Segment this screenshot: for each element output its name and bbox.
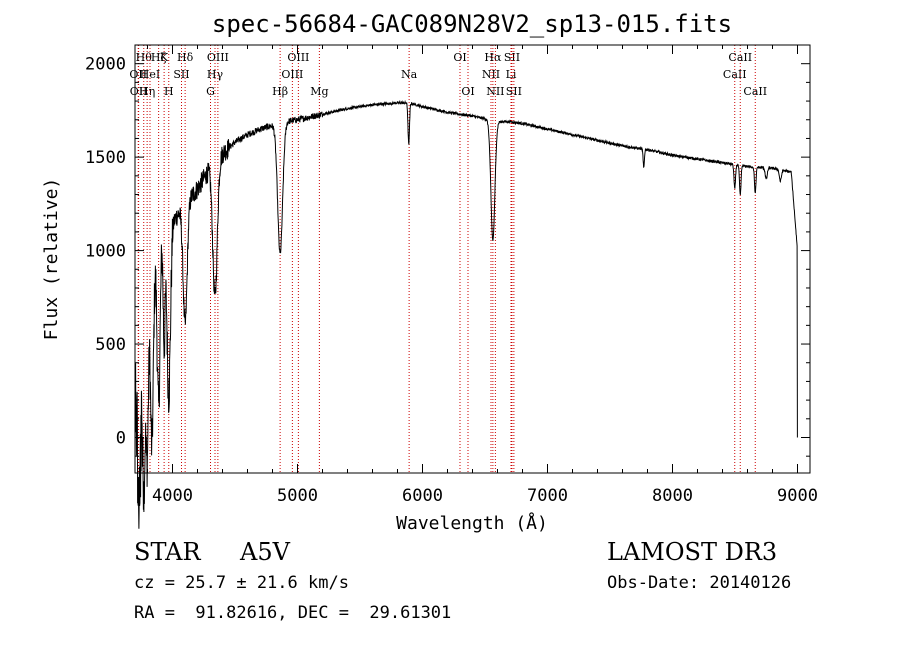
line-marker-label: Hδ	[177, 51, 194, 64]
line-marker-label: Na	[401, 68, 418, 81]
redshift-cz: cz = 25.7 ± 21.6 km/s	[134, 573, 349, 593]
spectrum-line	[135, 99, 798, 529]
line-marker-label: OI	[453, 51, 466, 64]
line-marker-label: H	[164, 85, 174, 98]
line-marker-label: OII	[129, 68, 147, 81]
line-marker-label: K	[160, 51, 169, 64]
line-marker-label: Hη	[139, 85, 155, 98]
chart-title: spec-56684-GAC089N28V2_sp13-015.fits	[212, 10, 732, 38]
x-axis-ticks: 4000 5000 6000 7000 8000 9000	[147, 45, 818, 506]
y-tick-label: 0	[116, 428, 126, 448]
line-marker-label: CaII	[728, 51, 752, 64]
line-marker-label: NII	[486, 85, 504, 98]
line-marker-label: HeI	[140, 68, 160, 81]
x-axis-label: Wavelength (Å)	[396, 512, 548, 534]
line-marker-label: OII	[130, 85, 148, 98]
object-class: STAR	[134, 538, 201, 566]
line-marker-label: Hγ	[207, 68, 224, 81]
x-tick-label: 8000	[652, 486, 693, 506]
line-marker-label: Li	[506, 68, 517, 81]
x-tick-label: 5000	[277, 486, 318, 506]
ra-dec-coordinates: RA = 91.82616, DEC = 29.61301	[134, 603, 452, 623]
survey-name: LAMOST DR3	[607, 538, 778, 566]
x-tick-label: 6000	[402, 486, 443, 506]
line-marker-label: Hα	[484, 51, 502, 64]
line-marker-label: G	[206, 85, 215, 98]
line-marker-label: Hβ	[272, 85, 288, 98]
line-marker-label: SII	[506, 85, 522, 98]
plot-frame	[134, 44, 811, 474]
x-tick-label: 4000	[152, 486, 193, 506]
line-markers: OII OII Hθ Hη HeI HζK H SII Hδ G Hγ OIII Hβ OIII OIII M…	[129, 45, 767, 473]
x-tick-label: 9000	[777, 486, 818, 506]
line-marker-label: SII	[173, 68, 189, 81]
line-marker-label: Hθ	[136, 51, 153, 64]
line-marker-label: SII	[504, 51, 520, 64]
y-axis-label: Flux (relative)	[41, 178, 62, 341]
y-tick-label: 1000	[85, 242, 126, 262]
line-marker-label: CaII	[723, 68, 747, 81]
line-marker-label: OIII	[207, 51, 229, 64]
y-tick-label: 500	[95, 335, 126, 355]
line-marker-label: OIII	[287, 51, 309, 64]
line-marker-label: OIII	[281, 68, 303, 81]
line-marker-label: Hζ	[151, 51, 167, 64]
x-tick-label: 7000	[527, 486, 568, 506]
y-tick-label: 1500	[85, 148, 126, 168]
line-marker-label: OI	[461, 85, 474, 98]
object-subclass: A5V	[240, 538, 290, 566]
y-tick-label: 2000	[85, 55, 126, 75]
observation-date: Obs-Date: 20140126	[607, 573, 792, 593]
line-marker-label: CaII	[743, 85, 767, 98]
line-marker-label: NII	[482, 68, 500, 81]
y-axis-ticks: 0 500 1000 1500 2000	[85, 55, 810, 457]
line-marker-label: Mg	[310, 85, 328, 98]
